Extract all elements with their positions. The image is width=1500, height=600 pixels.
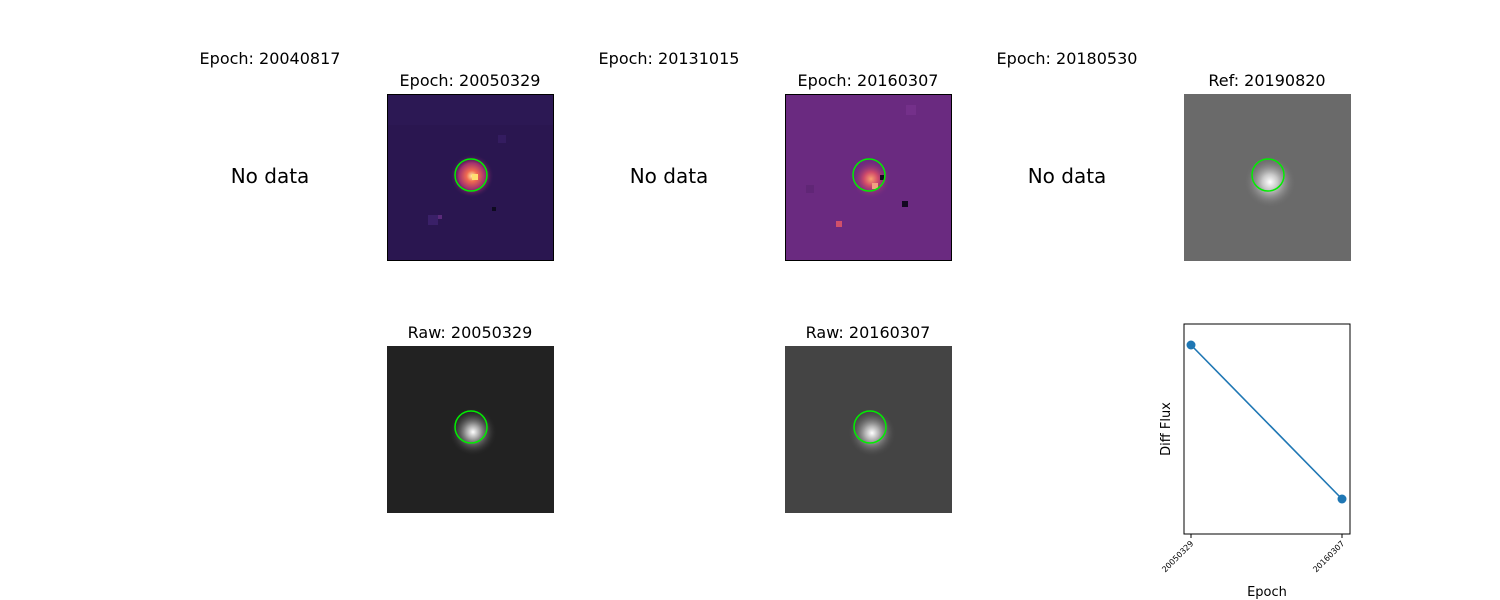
aperture-circle [454, 410, 488, 444]
no-data-label: No data [230, 164, 310, 188]
panel-title-epoch-20040817: Epoch: 20040817 [199, 49, 341, 68]
diff-image-20050329 [387, 94, 554, 261]
panel-title-epoch-20050329: Epoch: 20050329 [399, 71, 541, 90]
data-point [1186, 340, 1196, 350]
diff-image-20160307 [785, 94, 952, 261]
reference-image [1184, 94, 1351, 261]
aperture-circle [852, 158, 886, 192]
aperture-circle [454, 158, 488, 192]
panel-title-epoch-20180530: Epoch: 20180530 [996, 49, 1138, 68]
plot-frame [1183, 323, 1351, 535]
source-blob [848, 409, 896, 457]
raw-image-20160307 [785, 346, 952, 513]
panel-title-ref-20190820: Ref: 20190820 [1208, 71, 1326, 90]
aperture-circle [853, 410, 887, 444]
raw-image-20050329 [387, 346, 554, 513]
diff-flux-chart: Diff Flux Epoch 20050329 20160307 [1159, 323, 1351, 600]
panel-title-epoch-20131015: Epoch: 20131015 [598, 49, 740, 68]
data-point [1337, 494, 1347, 504]
series-line [1190, 344, 1343, 500]
no-data-label: No data [629, 164, 709, 188]
aperture-circle [1251, 158, 1285, 192]
x-tick-label: 20050329 [1160, 539, 1195, 574]
y-axis-label: Diff Flux [1159, 402, 1174, 456]
panel-title-raw-20050329: Raw: 20050329 [407, 323, 533, 342]
source-blob [1244, 156, 1296, 208]
x-axis-label: Epoch [1247, 585, 1287, 600]
panel-title-raw-20160307: Raw: 20160307 [805, 323, 931, 342]
no-data-label: No data [1027, 164, 1107, 188]
panel-title-epoch-20160307: Epoch: 20160307 [797, 71, 939, 90]
x-tick-label: 20160307 [1311, 539, 1346, 574]
